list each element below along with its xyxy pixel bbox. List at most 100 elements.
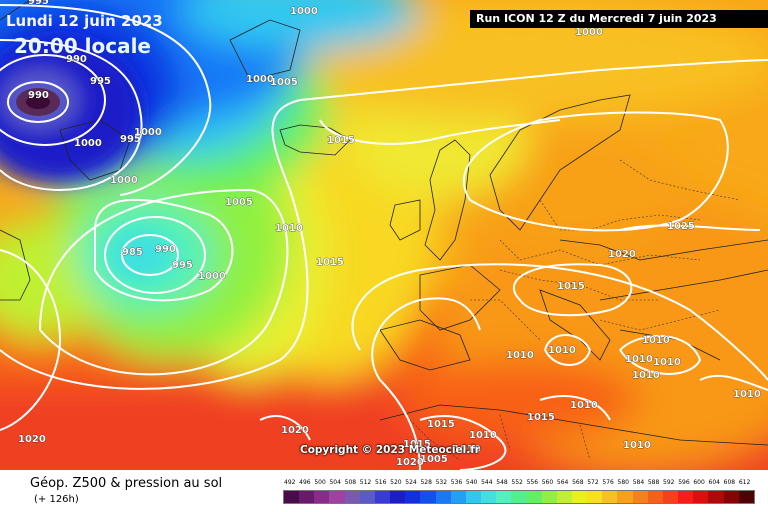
isobar-label: 1010 [453,444,481,455]
scale-label: 500 [314,479,326,486]
isobar-label: 995 [172,260,193,271]
scale-swatch [723,491,739,503]
scale-swatch [541,491,557,503]
scale-swatch [450,491,466,503]
isobar-label: 1000 [575,27,603,38]
isobar-label: 1015 [557,281,585,292]
scale-swatch [738,491,754,503]
isobar-label: 995 [120,134,141,145]
scale-label: 560 [541,479,554,486]
isobar-label: 1015 [327,135,355,146]
isobar-label: 1015 [527,412,555,423]
scale-swatch [344,491,360,503]
weather-map: 995 1000 990 995 990 1000 995 1000 1000 … [0,0,768,470]
scale-swatch [662,491,679,503]
scale-swatch [420,491,436,503]
scale-label: 516 [374,479,387,486]
isobar-label: 1010 [642,335,670,346]
isobar-label: 1000 [246,74,274,85]
isobar-label: 1005 [270,77,298,88]
scale-label: 496 [299,479,311,486]
isobar-label: 1000 [198,271,226,282]
isobar-label: 1010 [570,400,598,411]
scale-label: 580 [617,479,629,486]
forecast-offset: (+ 126h) [34,494,79,505]
isobar-label: 1020 [18,434,46,445]
isobar-label: 985 [122,247,143,258]
isobar-label: 1020 [608,249,636,260]
isobar-label: 1010 [275,223,303,234]
scale-label: 512 [359,479,372,486]
scale-label: 504 [329,479,341,486]
scale-swatch [435,491,451,503]
scale-label: 492 [284,479,296,486]
isobar-label: 1010 [733,389,761,400]
isobar-label: 1010 [632,370,660,381]
scale-label: 564 [556,479,569,486]
scale-swatch [556,491,572,503]
scale-label: 584 [632,479,645,486]
scale-label: 608 [723,479,736,486]
isobar-label: 1015 [427,419,455,430]
isobar-label: 995 [28,0,49,7]
isobar-label: 1000 [134,127,162,138]
scale-label: 556 [526,479,539,486]
country-borders [409,159,741,461]
color-scale-bar [283,490,755,504]
scale-swatch [299,491,315,503]
scale-swatch [496,491,512,503]
scale-swatch [374,491,391,503]
color-scale-labels: 492 496 500 504 508 512 516 520 524 528 532 536 540 5… [283,479,753,489]
isobar-label: 1010 [625,354,653,365]
isobar-label: 1015 [403,439,431,450]
isobar-label: 1000 [74,138,102,149]
scale-label: 508 [344,479,357,486]
scale-label: 524 [405,479,417,486]
scale-label: 592 [663,479,675,486]
scale-label: 548 [496,479,508,486]
scale-swatch [632,491,648,503]
scale-label: 528 [420,479,432,486]
isobar-label: 1015 [316,257,344,268]
map-title: Géop. Z500 & pression au sol [30,476,223,491]
scale-label: 596 [678,479,690,486]
isobar-label: 1000 [110,175,138,186]
scale-label: 540 [465,479,478,486]
scale-label: 588 [647,479,660,486]
model-run-label: Run ICON 12 Z du Mercredi 7 juin 2023 [470,10,768,28]
scale-swatch [511,491,527,503]
isobar-label: 990 [155,244,176,255]
scale-swatch [708,491,724,503]
scale-swatch [526,491,542,503]
scale-swatch [678,491,694,503]
scale-swatch [465,491,482,503]
isobar-label: 1010 [506,350,534,361]
scale-label: 572 [587,479,599,486]
scale-label: 536 [450,479,463,486]
scale-label: 520 [390,479,402,486]
isobar-label: 1020 [396,457,424,468]
scale-label: 552 [511,479,523,486]
isobar-label: 1005 [225,197,253,208]
isobar-label: 990 [66,54,87,65]
scale-swatch [314,491,330,503]
isobar-label: 1025 [667,221,695,232]
forecast-date: Lundi 12 juin 2023 [6,12,163,30]
scale-label: 600 [693,479,705,486]
isobar-label: 1020 [281,425,309,436]
scale-swatch [390,491,406,503]
geopotential-field [0,0,768,470]
scale-swatch [571,491,588,503]
isobar-label: 1005 [420,454,448,465]
legend-footer: Géop. Z500 & pression au sol (+ 126h) 49… [0,470,768,512]
scale-label: 544 [481,479,493,486]
scale-label: 532 [435,479,448,486]
scale-swatch [617,491,633,503]
scale-swatch [405,491,421,503]
scale-swatch [359,491,375,503]
isobar-label: 1010 [623,440,651,451]
scale-swatch [602,491,618,503]
copyright-text: Copyright © 2023 Meteociel.fr [300,444,480,456]
scale-swatch [647,491,663,503]
scale-label: 612 [738,479,751,486]
